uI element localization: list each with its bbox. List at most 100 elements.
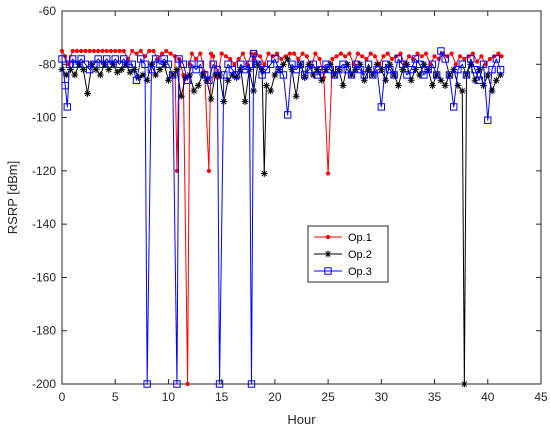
- data-point: [372, 54, 378, 59]
- data-point: [61, 81, 69, 90]
- data-point: [322, 60, 330, 68]
- data-point: [441, 82, 449, 89]
- data-point: [258, 71, 266, 79]
- data-point: [70, 48, 75, 54]
- data-point: [103, 55, 111, 63]
- y-tick-label: -140: [32, 217, 56, 231]
- data-point: [200, 71, 209, 79]
- data-point: [274, 51, 280, 56]
- data-point: [304, 54, 309, 59]
- data-point: [377, 103, 386, 111]
- data-point: [241, 98, 249, 105]
- data-point: [260, 170, 268, 177]
- data-point: [301, 74, 309, 82]
- x-tick-label: 45: [534, 390, 548, 404]
- data-point: [484, 116, 492, 124]
- data-point: [68, 55, 77, 63]
- data-point: [496, 65, 505, 74]
- data-point: [460, 380, 468, 388]
- x-tick-label: 5: [112, 390, 119, 404]
- data-point: [59, 48, 65, 54]
- data-point: [228, 56, 233, 62]
- data-point: [432, 71, 441, 79]
- data-point: [220, 71, 228, 79]
- data-point: [164, 60, 173, 68]
- data-point: [385, 51, 390, 56]
- data-point: [296, 60, 305, 68]
- data-point: [326, 65, 334, 74]
- data-point: [288, 60, 296, 68]
- data-point: [117, 48, 122, 54]
- data-point: [279, 71, 288, 79]
- series-op-3: [58, 47, 505, 388]
- data-point: [458, 60, 466, 68]
- data-point: [58, 66, 66, 74]
- data-point: [386, 65, 394, 74]
- data-point: [471, 76, 479, 84]
- data-point: [183, 76, 192, 84]
- legend-marker: [325, 234, 331, 240]
- x-tick-label: 35: [428, 390, 442, 404]
- data-point: [194, 82, 202, 89]
- data-point: [215, 380, 224, 388]
- data-point: [257, 54, 263, 59]
- data-point: [196, 60, 205, 68]
- data-point: [458, 54, 463, 59]
- data-point: [467, 55, 475, 63]
- data-point: [449, 51, 454, 56]
- data-point: [283, 111, 292, 119]
- data-point: [73, 60, 81, 68]
- x-tick-label: 30: [375, 390, 389, 404]
- data-point: [211, 54, 216, 59]
- data-point: [416, 71, 424, 79]
- data-point: [318, 65, 326, 74]
- data-point: [492, 76, 500, 84]
- legend-entry: Op.1: [314, 232, 372, 244]
- data-point: [164, 48, 169, 54]
- data-point: [356, 65, 364, 74]
- data-point: [213, 65, 222, 74]
- data-point: [479, 54, 484, 59]
- data-point: [360, 54, 365, 59]
- data-point: [262, 65, 271, 74]
- data-point: [462, 56, 467, 62]
- data-point: [424, 65, 432, 74]
- ticks-layer: 0 5 10 15 20 25 30 35 40 45 -60 -80 -100 -120 -140 -160…: [32, 4, 548, 404]
- data-point: [96, 71, 104, 79]
- data-point: [390, 71, 398, 79]
- data-point: [160, 55, 168, 63]
- data-point: [326, 171, 331, 176]
- data-point: [437, 47, 445, 55]
- y-tick-label: -60: [39, 4, 57, 18]
- data-point: [224, 60, 232, 68]
- data-point: [279, 56, 284, 62]
- data-point: [74, 48, 80, 54]
- data-point: [190, 87, 198, 95]
- data-point: [271, 71, 279, 79]
- data-point: [360, 71, 369, 79]
- data-point: [415, 51, 420, 56]
- data-point: [209, 60, 217, 68]
- data-point: [90, 60, 98, 68]
- data-point: [91, 48, 97, 54]
- data-point: [441, 55, 449, 63]
- data-point: [352, 60, 360, 68]
- y-tick-label: -100: [32, 111, 56, 125]
- data-point: [309, 60, 317, 68]
- data-point: [287, 51, 292, 56]
- data-point: [394, 82, 402, 89]
- data-point: [147, 65, 156, 74]
- data-point: [96, 48, 101, 54]
- data-point: [115, 60, 124, 68]
- y-tick-label: -80: [39, 57, 57, 71]
- data-point: [445, 71, 454, 79]
- data-point: [249, 49, 258, 58]
- data-point: [339, 82, 347, 89]
- data-point: [394, 55, 403, 63]
- data-point: [266, 51, 271, 56]
- data-point: [475, 76, 483, 84]
- data-point: [185, 381, 190, 387]
- data-point: [205, 76, 213, 84]
- data-point: [58, 55, 66, 63]
- data-point: [107, 60, 115, 68]
